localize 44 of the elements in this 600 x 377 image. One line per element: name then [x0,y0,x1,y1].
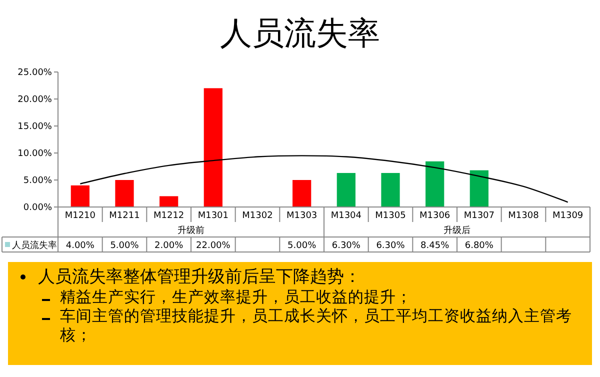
y-tick-label: 20.00% [18,95,52,105]
text: 升级前 [178,225,204,236]
x-tick-label: M1302 [242,211,273,221]
x-tick-label: M1305 [375,211,406,221]
bar [292,180,312,207]
x-tick-label: M1309 [552,211,584,221]
series-label: 人员流失率 [220,14,380,52]
text: 升级后 [444,225,470,236]
data-label: 22.00% [196,241,231,251]
data-label: 6.80% [464,241,494,251]
text: 人员流失率 [12,240,57,251]
x-tick-label: M1211 [109,211,140,221]
bar [204,88,222,207]
bar [336,172,356,207]
data-label: 4.00% [66,241,95,251]
bar [426,161,444,207]
bar [115,180,134,207]
x-tick-label: M1212 [153,211,184,221]
line-series [80,155,568,203]
y-tick-label: 5.00% [23,176,52,186]
bar [160,196,178,207]
text: 人员流失率整体管理升级前后呈下降趋势： [38,267,361,287]
y-tick-label: 0.00% [23,203,52,213]
text: 精益生产实行，生产效率提升，员工收益的提升； [60,288,413,307]
x-tick-label: M1307 [464,211,495,221]
x-tick-label: M1301 [198,211,229,221]
data-label: 5.00% [110,241,140,251]
y-tick-label: 15.00% [18,122,52,132]
x-tick-label: M1308 [508,211,540,221]
x-tick-label: M1210 [64,211,96,221]
data-label: 6.30% [376,241,406,251]
x-tick-label: M1306 [419,211,450,221]
x-tick-label: M1303 [286,211,318,221]
x-tick-label: M1304 [330,211,362,221]
y-tick-label: 25.00% [18,68,52,78]
bar [381,172,400,207]
bar [470,170,488,207]
data-label: 8.45% [420,241,450,251]
data-label: 6.30% [332,241,361,251]
text: 车间主管的管理技能提升，员工成长关怀，员工平均工资收益纳入主管考核； [60,307,573,345]
data-label: 2.00% [154,241,184,251]
y-tick-label: 10.00% [18,149,52,159]
bar [70,185,90,207]
data-label: 5.00% [288,241,317,251]
